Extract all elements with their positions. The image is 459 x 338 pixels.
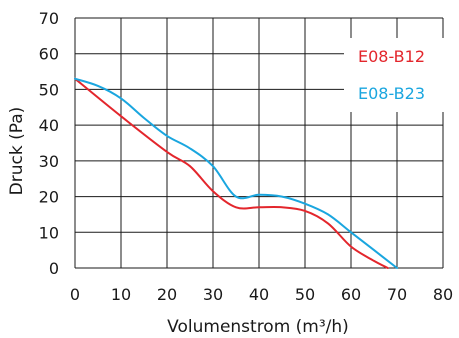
legend-background [344, 38, 444, 112]
series-line-e08-b12 [74, 77, 389, 269]
legend-entry-e08-b12: E08-B12 [358, 47, 425, 66]
y-tick-label: 10 [39, 223, 59, 242]
x-tick-label: 0 [70, 285, 80, 304]
y-tick-label: 60 [39, 45, 59, 64]
x-tick-label: 80 [433, 285, 453, 304]
y-axis-label: Druck (Pa) [7, 107, 27, 196]
y-tick-label: 50 [39, 80, 59, 99]
y-tick-label: 30 [39, 152, 59, 171]
y-tick-label: 40 [39, 116, 59, 135]
x-tick-label: 60 [341, 285, 361, 304]
x-tick-label: 20 [157, 285, 177, 304]
tick-labels: 0 10 20 30 40 50 60 70 80 0 10 20 30 40 50 60 70 [39, 9, 454, 304]
series-line-e08-b23 [74, 77, 398, 269]
y-tick-label: 0 [49, 259, 59, 278]
x-tick-label: 10 [111, 285, 131, 304]
grid [74, 17, 444, 269]
y-tick-label: 20 [39, 188, 59, 207]
series-lines [74, 77, 398, 269]
legend-entry-e08-b23: E08-B23 [358, 84, 425, 103]
x-tick-label: 70 [387, 285, 407, 304]
x-tick-label: 30 [203, 285, 223, 304]
x-tick-label: 50 [295, 285, 315, 304]
x-tick-label: 40 [249, 285, 269, 304]
x-axis-label: Volumenstrom (m³/h) [167, 317, 349, 337]
y-tick-label: 70 [39, 9, 59, 28]
